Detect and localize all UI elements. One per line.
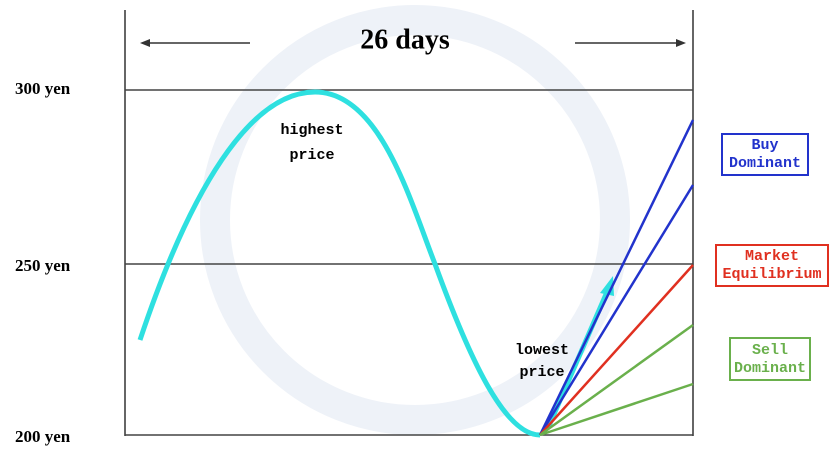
legend-box <box>715 244 829 287</box>
arrowhead <box>676 39 686 47</box>
legend-text: Dominant <box>729 155 801 172</box>
fan-line <box>538 184 695 436</box>
y-label: 250 yen <box>15 256 71 275</box>
price-curve <box>137 89 541 438</box>
legend-text: Market <box>745 248 799 265</box>
annotation: lowest <box>515 342 569 359</box>
fan-line <box>539 323 694 437</box>
watermark <box>200 5 630 435</box>
arrowhead <box>140 39 150 47</box>
legend-text: Dominant <box>734 360 806 377</box>
fan-line <box>539 382 694 437</box>
annotation: price <box>519 364 564 381</box>
annotation: price <box>289 147 334 164</box>
fan-line <box>539 264 694 436</box>
y-label: 200 yen <box>15 427 71 446</box>
y-label: 300 yen <box>15 79 71 98</box>
legend-text: Sell <box>752 342 788 359</box>
legend-box <box>721 133 809 176</box>
title: 26 days <box>360 24 450 55</box>
legend-text: Equilibrium <box>722 266 821 283</box>
legend-text: Buy <box>751 137 778 154</box>
legend-box <box>729 337 811 381</box>
annotation: highest <box>280 122 343 139</box>
fan-line <box>538 119 695 436</box>
